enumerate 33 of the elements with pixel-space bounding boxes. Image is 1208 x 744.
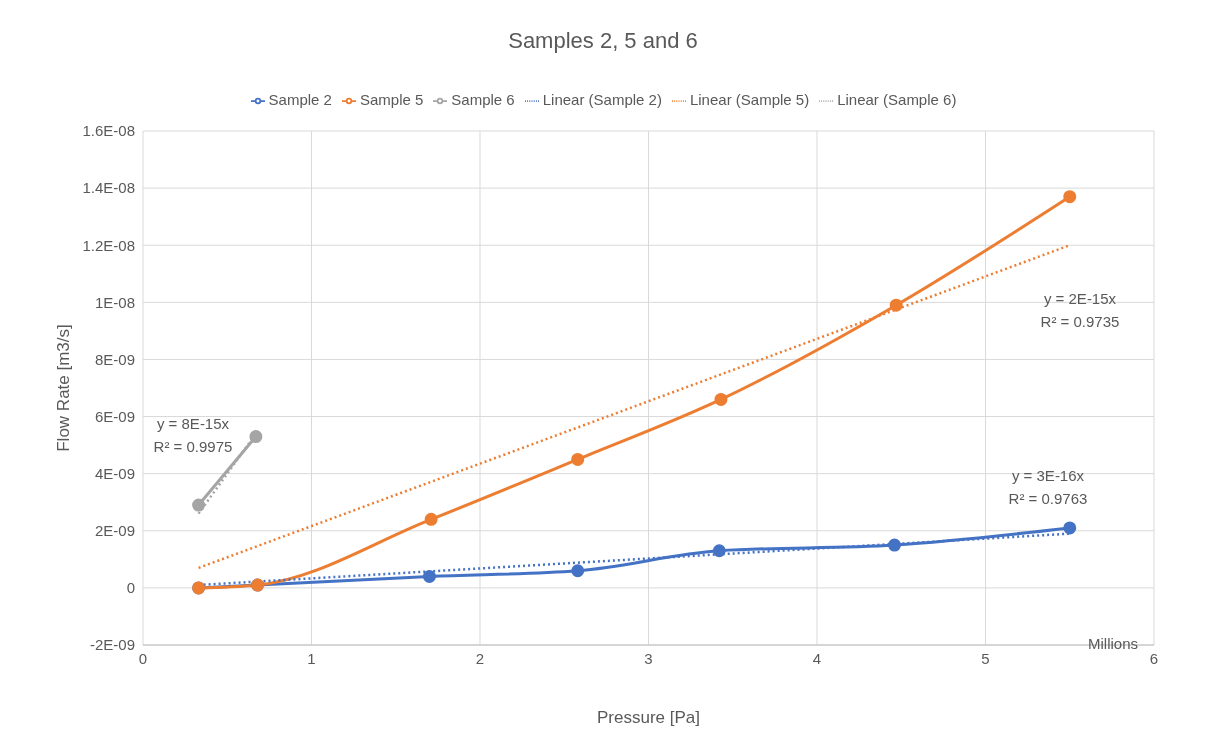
x-tick-label: 6 (1149, 649, 1159, 667)
x-tick-label: 3 (644, 649, 653, 667)
y-tick-label: 0 (126, 579, 135, 597)
y-tick-label: 8E-09 (94, 350, 135, 368)
y-tick-label: 1.2E-08 (82, 236, 135, 254)
annotation: R² = 0.9975 (153, 437, 233, 455)
annotation: y = 3E-16x (1011, 466, 1085, 484)
x-tick-label: 2 (475, 649, 485, 667)
y-tick-label: 4E-09 (94, 464, 135, 482)
legend-label: Sample 6 (451, 91, 515, 108)
y-tick-label: 1.6E-08 (82, 122, 135, 140)
y-tick-label: 2E-09 (94, 522, 135, 540)
legend-label: Linear (Sample 6) (837, 91, 957, 108)
annotation: Millions (1087, 634, 1139, 652)
legend-label: Linear (Sample 5) (689, 91, 810, 108)
x-tick-label: 1 (307, 649, 316, 667)
annotation: R² = 0.9735 (1040, 312, 1120, 330)
legend-label: Sample 5 (359, 91, 424, 108)
annotation: y = 8E-15x (156, 414, 230, 432)
y-tick-label: 1.4E-08 (82, 179, 135, 197)
x-tick-label: 5 (981, 649, 990, 667)
y-tick-label: 1E-08 (94, 293, 135, 311)
y-tick-label: 6E-09 (94, 407, 135, 425)
y-axis-title: Flow Rate [m3/s] (54, 324, 74, 452)
chart-title: Samples 2, 5 and 6 (507, 28, 699, 54)
legend-label: Linear (Sample 2) (542, 91, 662, 108)
annotation: y = 2E-15x (1043, 289, 1117, 307)
x-tick-label: 4 (812, 649, 822, 667)
x-tick-label: 0 (138, 649, 148, 667)
x-axis-title: Pressure [Pa] (597, 708, 700, 727)
annotation: R² = 0.9763 (1008, 489, 1088, 507)
y-tick-label: -2E-09 (89, 636, 135, 654)
legend-label: Sample 2 (268, 91, 332, 108)
